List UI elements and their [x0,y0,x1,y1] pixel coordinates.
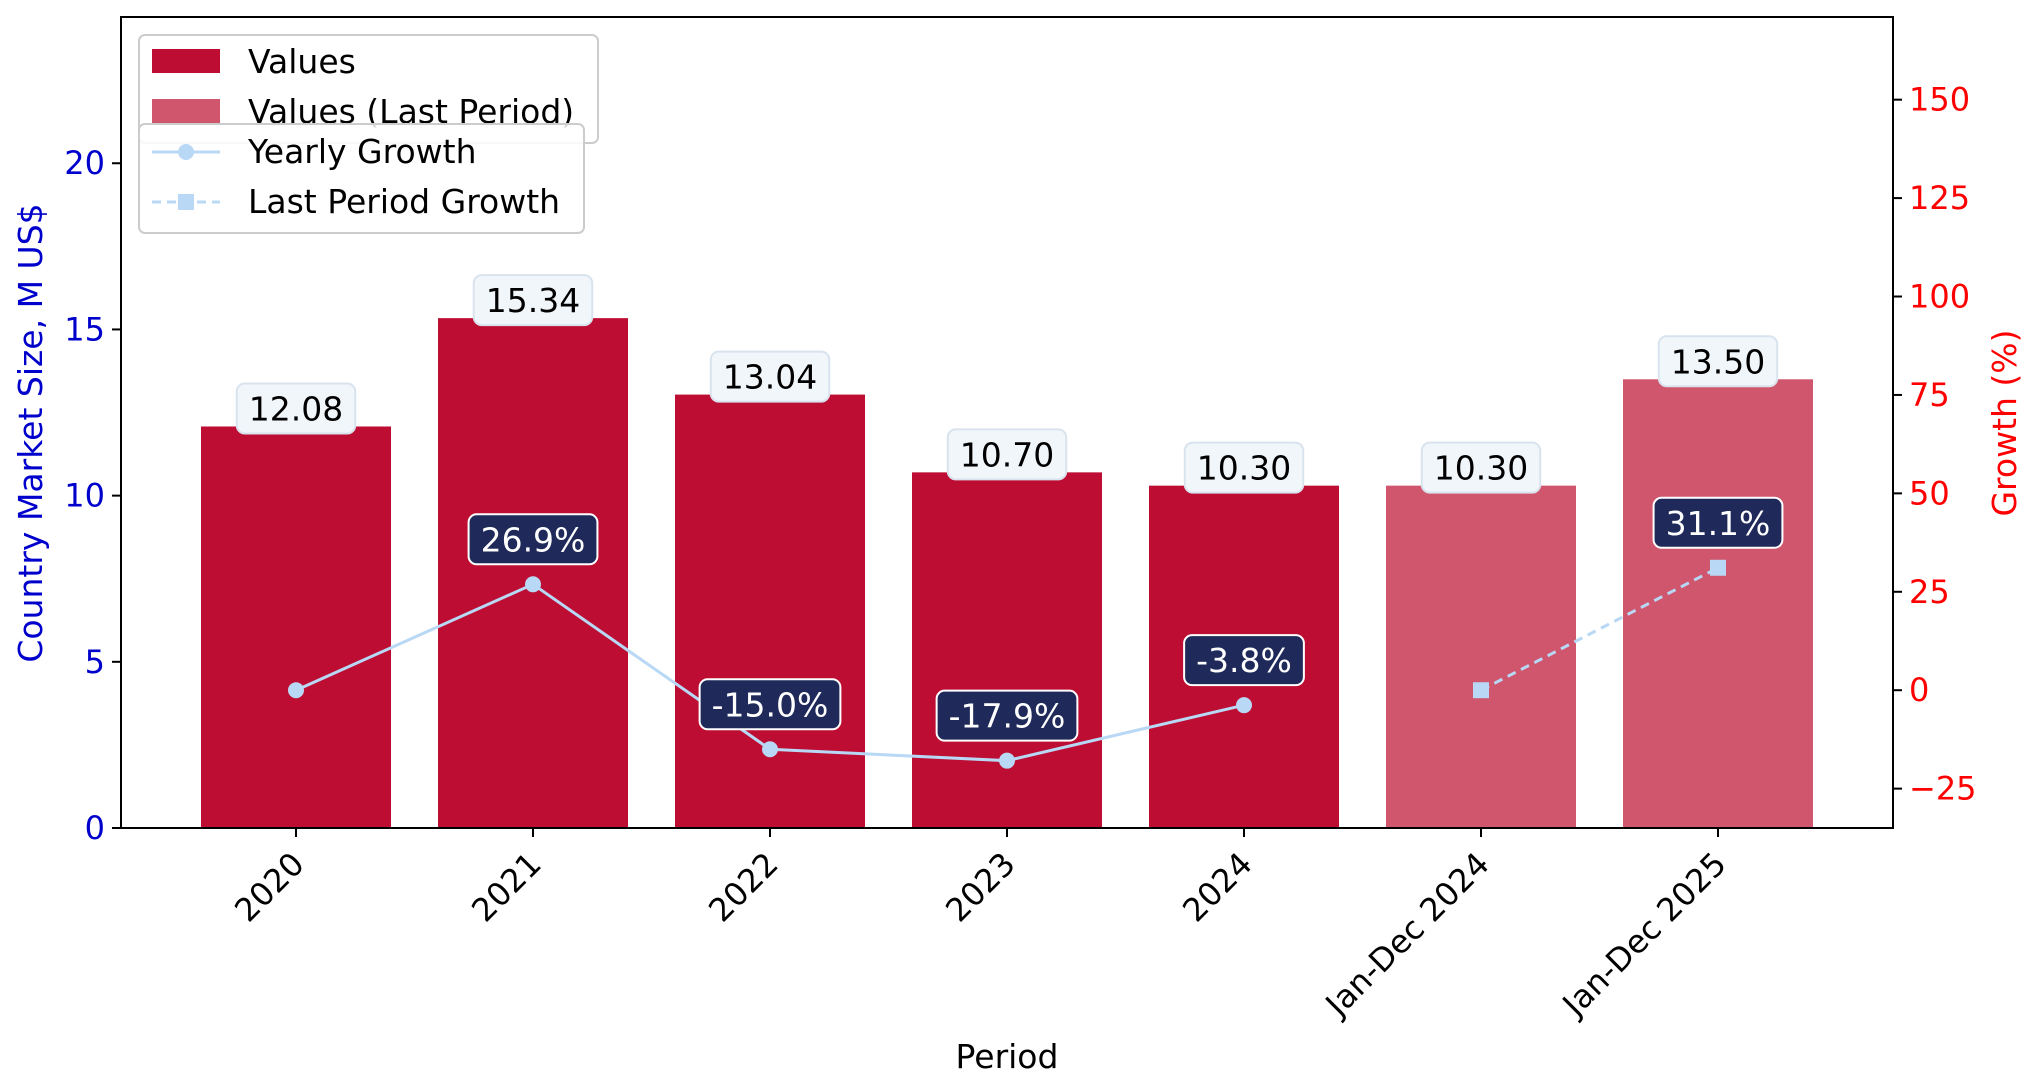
legend-box-lower [138,123,585,234]
legend-marker-last-period-growth [178,194,194,210]
value-label-2020-text: 12.08 [249,389,343,428]
right-axis-ticks: −25 0 25 50 75 100 125 150 [1893,81,1977,808]
data-labels-layer: 12.08 15.34 13.04 10.70 10.30 10.30 13.50 26.9%… [235,274,1784,742]
value-label-2024: 10.30 [1183,441,1305,494]
marker-last-period-growth-jan-dec-2024 [1473,682,1489,699]
right-tick-label-100: 100 [1909,278,1970,316]
bar-2021 [438,318,628,828]
bar-jan-dec-2025 [1623,379,1813,828]
value-label-jan-dec-2024-box [1420,441,1542,494]
growth-label-2023: -17.9% [935,689,1079,742]
value-label-2024-text: 10.30 [1197,449,1291,488]
marker-last-period-growth-jan-dec-2025 [1710,559,1726,576]
value-label-jan-dec-2025-box [1657,335,1779,388]
growth-label-2021-box [467,513,599,566]
marker-yearly-growth-2023 [999,752,1015,769]
growth-label-2022-box [698,678,842,731]
value-label-jan-dec-2025: 13.50 [1657,335,1779,388]
marker-yearly-growth-2022 [762,741,778,758]
growth-label-jan-dec-2025-box [1652,496,1784,549]
value-label-jan-dec-2025-text: 13.50 [1671,342,1765,381]
left-tick-label-10: 10 [64,477,105,515]
x-tick-label-jan-dec-2025: Jan-Dec 2025 [1554,845,1734,1025]
legend-growth: Yearly Growth Last Period Growth [138,123,585,234]
left-tick-label-15: 15 [64,310,105,348]
x-tick-label-jan-dec-2024: Jan-Dec 2024 [1317,845,1497,1025]
right-tick-label-75: 75 [1909,376,1950,414]
right-tick-label-150: 150 [1909,81,1970,119]
left-tick-label-20: 20 [64,144,105,182]
value-label-2023-text: 10.70 [960,435,1054,474]
bar-2020 [201,426,391,828]
value-label-2022: 13.04 [709,350,831,403]
x-tick-label-2023: 2023 [938,845,1022,929]
x-tick-label-2021: 2021 [464,845,548,929]
right-tick-label-25: −25 [1909,770,1977,808]
right-axis-title: Growth (%) [1985,329,2024,516]
right-tick-label-50: 50 [1909,474,1950,512]
growth-label-2024: -3.8% [1183,634,1305,687]
value-label-2022-box [709,350,831,403]
value-label-2021-text: 15.34 [486,281,580,320]
growth-label-2024-text: -3.8% [1196,641,1292,680]
legend-swatch-values-last-period [152,99,220,123]
growth-label-2024-box [1183,634,1305,687]
bars-layer [201,318,1813,828]
growth-label-jan-dec-2025-text: 31.1% [1666,504,1771,543]
value-label-jan-dec-2024: 10.30 [1420,441,1542,494]
marker-yearly-growth-2020 [288,682,304,699]
x-axis-title: Period [956,1037,1059,1076]
value-label-2024-box [1183,441,1305,494]
value-label-2023-box [946,428,1068,481]
left-axis-ticks: 0 5 10 15 20 [64,144,121,847]
growth-label-2021: 26.9% [467,513,599,566]
value-label-2022-text: 13.04 [723,358,817,397]
bar-jan-dec-2024 [1386,485,1576,828]
x-tick-label-2022: 2022 [701,845,785,929]
x-tick-label-2024: 2024 [1175,845,1259,929]
legend-label-last-period-growth: Last Period Growth [248,182,560,221]
legend-swatch-values [152,49,220,73]
legend-label-yearly-growth: Yearly Growth [247,132,477,171]
left-tick-label-0: 0 [85,809,105,847]
growth-label-jan-dec-2025: 31.1% [1652,496,1784,549]
x-tick-label-2020: 2020 [227,845,311,929]
value-label-2021: 15.34 [472,274,594,327]
right-tick-label-25: 25 [1909,573,1950,611]
value-label-2021-box [472,274,594,327]
marker-yearly-growth-2021 [525,576,541,593]
value-label-jan-dec-2024-text: 10.30 [1434,449,1528,488]
growth-label-2023-box [935,689,1079,742]
growth-label-2023-text: -17.9% [949,697,1066,736]
growth-label-2022-text: -15.0% [712,685,829,724]
marker-yearly-growth-2024 [1236,697,1252,714]
bar-2023 [912,472,1102,828]
value-label-2020-box [235,382,357,435]
legend-values: Values Values (Last Period) [138,34,599,144]
right-tick-label-0: 0 [1909,671,1929,709]
growth-lines-layer [288,559,1726,769]
value-label-2020: 12.08 [235,382,357,435]
legend-marker-yearly-growth [178,144,194,160]
legend-label-values: Values [248,42,356,81]
left-axis-title: Country Market Size, M US$ [11,203,50,662]
x-axis-ticks: 2020 2021 2022 2023 2024 Jan-Dec 2024 Jan-Dec … [227,828,1734,1025]
growth-label-2021-text: 26.9% [481,520,586,559]
bar-2022 [675,394,865,828]
left-tick-label-5: 5 [85,643,105,681]
right-tick-label-125: 125 [1909,179,1970,217]
value-label-2023: 10.70 [946,428,1068,481]
growth-label-2022: -15.0% [698,678,842,731]
